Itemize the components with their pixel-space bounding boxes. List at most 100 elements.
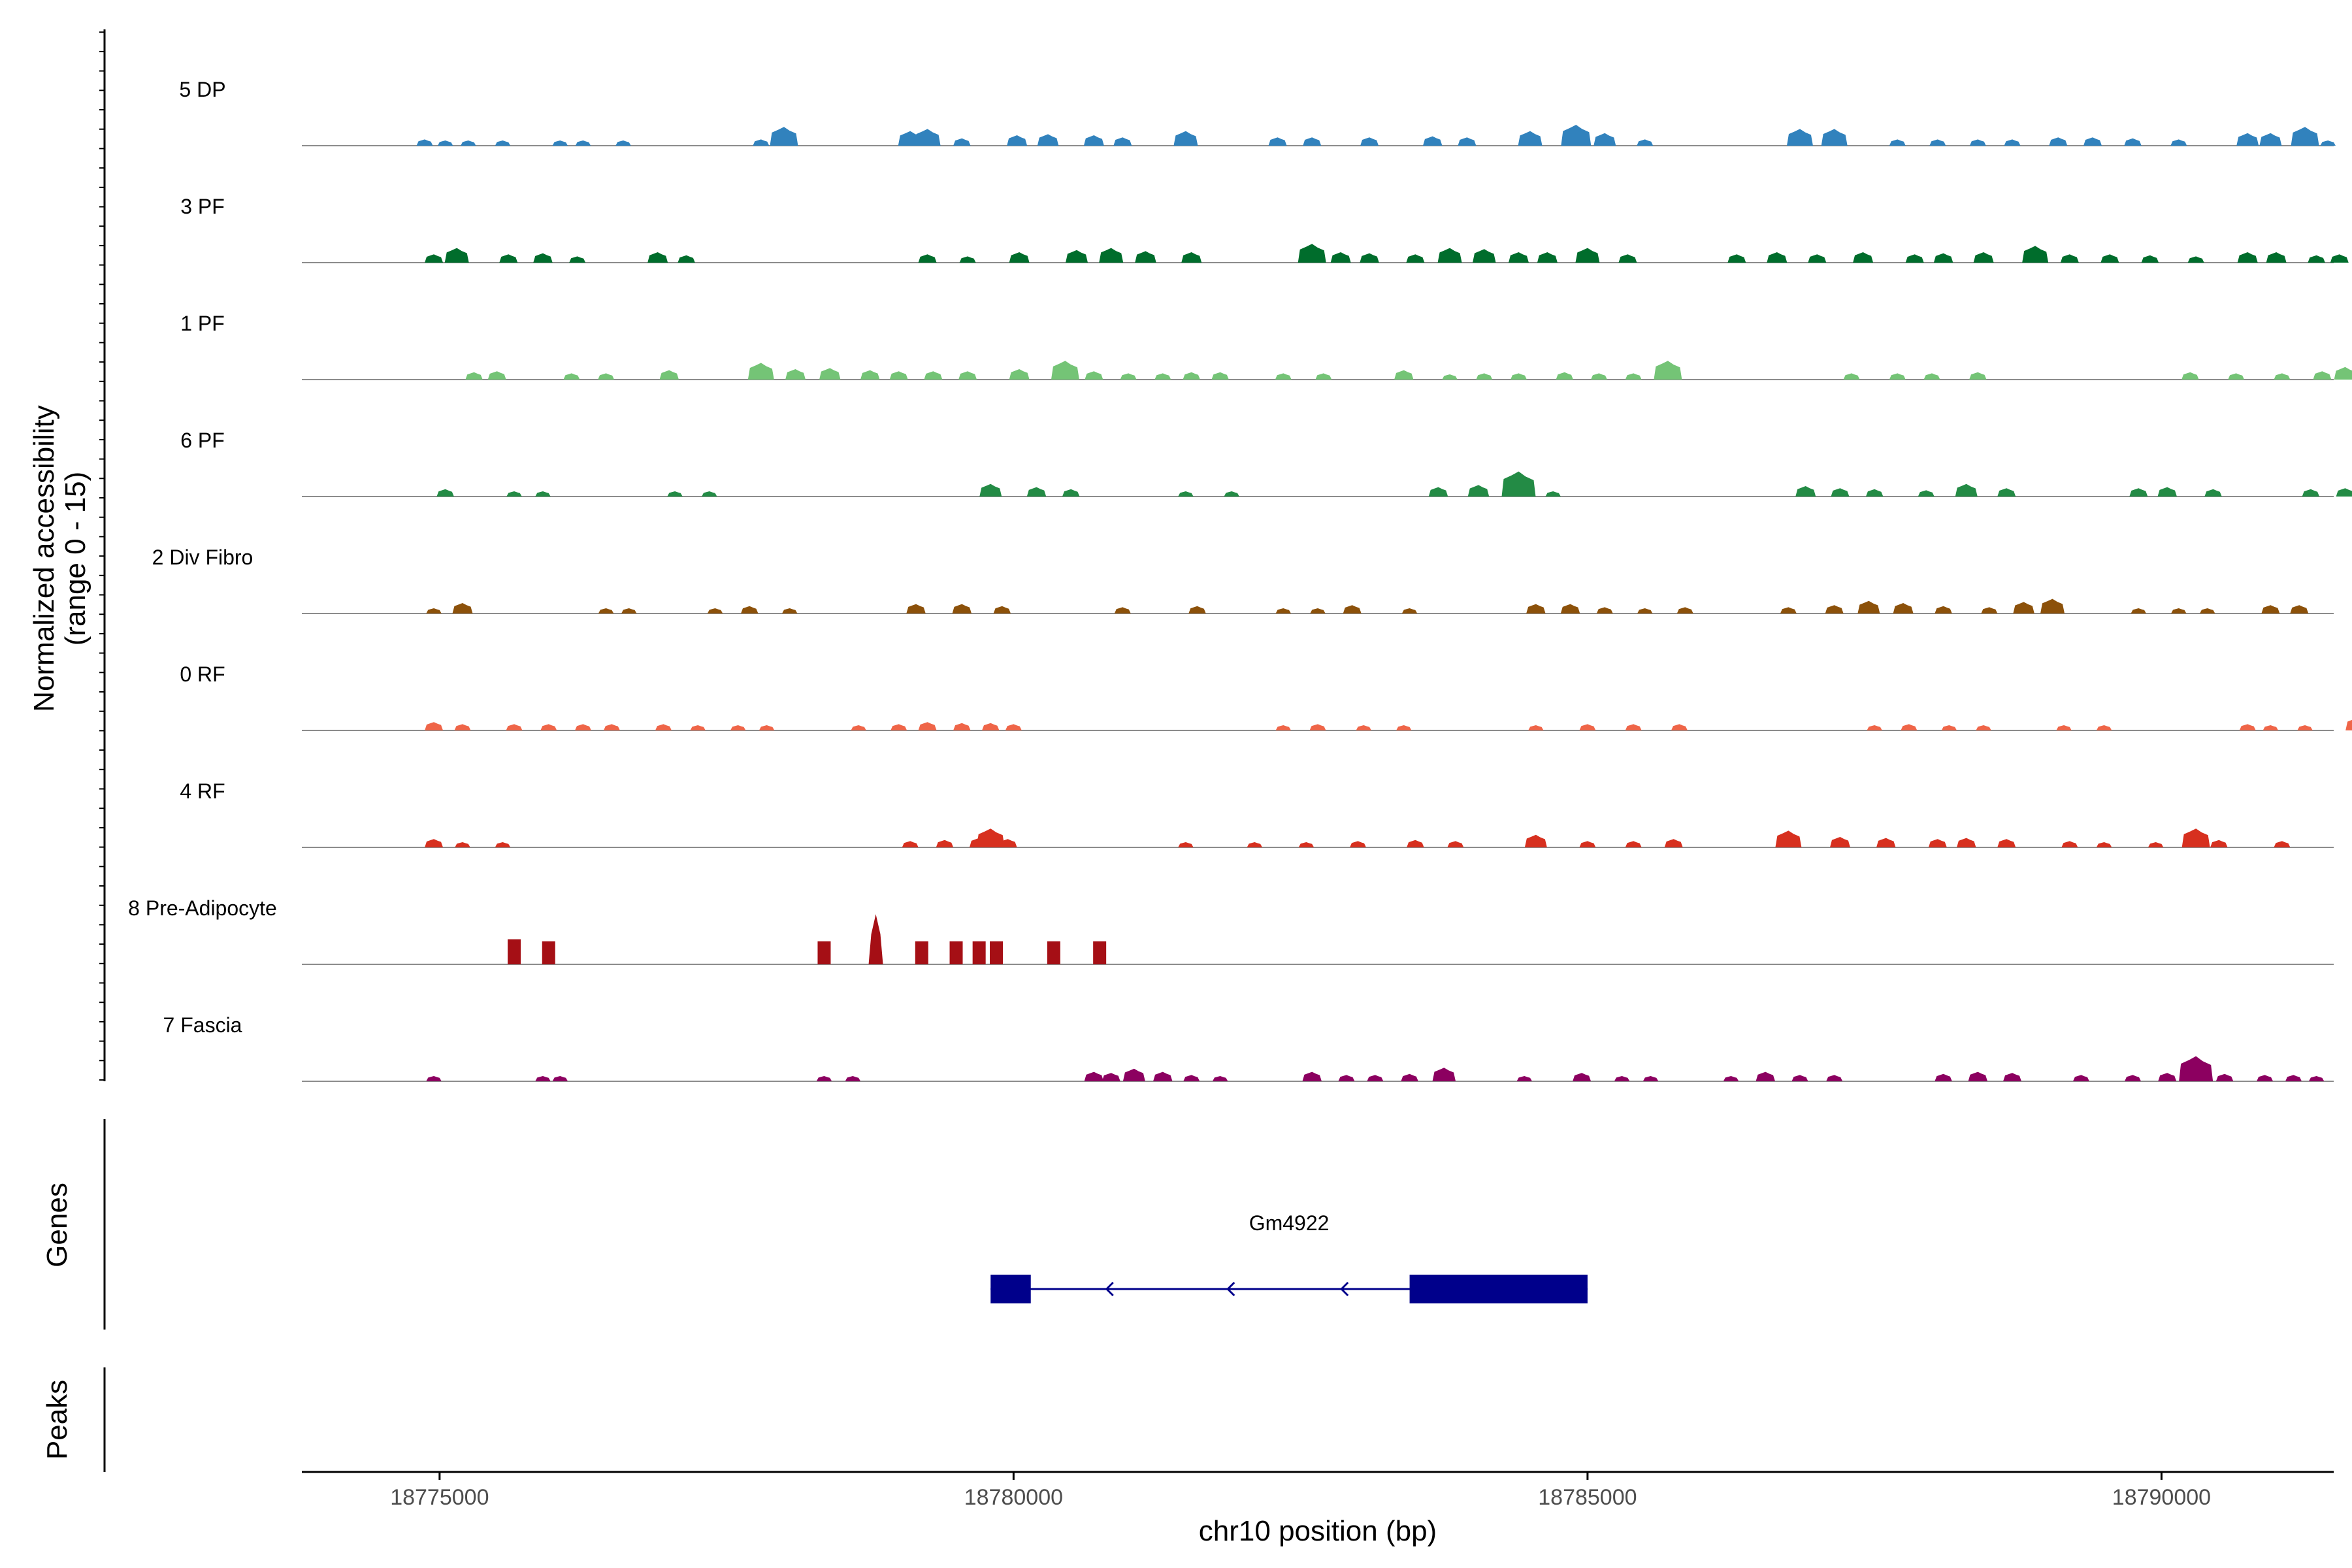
accessibility-peak <box>1831 488 1850 497</box>
accessibility-peak <box>1338 1075 1355 1081</box>
accessibility-peak <box>1275 373 1292 380</box>
accessibility-peak <box>659 370 679 380</box>
accessibility-peak <box>615 140 631 146</box>
accessibility-peak <box>816 1076 832 1081</box>
accessibility-peak <box>1780 607 1797 613</box>
accessibility-peak <box>1356 725 1372 730</box>
accessibility-peak <box>1795 486 1816 497</box>
accessibility-peak <box>990 941 1004 964</box>
accessibility-peak <box>533 253 553 263</box>
accessibility-peak <box>2274 841 2291 847</box>
accessibility-peak <box>1676 607 1693 613</box>
accessibility-peak <box>1268 137 1287 146</box>
track-label: 5 DP <box>179 78 225 101</box>
accessibility-peak <box>2257 1075 2274 1081</box>
accessibility-peak <box>936 840 954 847</box>
accessibility-peak <box>1183 1075 1200 1081</box>
track-0-rf: 0 RF <box>180 662 2352 731</box>
accessibility-peak <box>1756 1071 1776 1081</box>
accessibility-peak <box>1467 485 1490 497</box>
accessibility-peak <box>1275 725 1292 730</box>
accessibility-peak <box>949 941 963 964</box>
accessibility-peak <box>552 140 568 146</box>
accessibility-peak <box>819 368 841 380</box>
accessibility-peak <box>2302 489 2320 497</box>
accessibility-peak <box>540 724 557 730</box>
accessibility-peak <box>2290 605 2309 613</box>
accessibility-peak <box>2148 842 2164 847</box>
accessibility-peak <box>2061 841 2078 847</box>
accessibility-peak <box>1437 248 1462 263</box>
track-3-pf: 3 PF <box>180 195 2349 263</box>
accessibility-peak <box>1330 252 1351 263</box>
accessibility-peak <box>1625 841 1642 847</box>
track-2-div-fibro: 2 Div Fibro <box>152 546 2334 614</box>
accessibility-peak <box>1923 373 1940 380</box>
accessibility-peak <box>1973 252 1994 263</box>
accessibility-peak <box>1367 1075 1384 1081</box>
accessibility-peak <box>1026 487 1047 497</box>
accessibility-peak <box>906 604 926 613</box>
track-label: 1 PF <box>180 312 225 335</box>
accessibility-peak <box>1178 842 1194 847</box>
x-axis-ticks: 18775000 18780000 18785000 18790000 <box>390 1472 2211 1510</box>
accessibility-peak <box>535 1076 551 1081</box>
accessibility-peak <box>452 603 473 613</box>
accessibility-peak <box>1596 607 1613 613</box>
accessibility-peak <box>1579 841 1596 847</box>
accessibility-peak <box>1501 471 1536 497</box>
accessibility-peak <box>1590 373 1607 380</box>
accessibility-peak <box>1560 604 1580 613</box>
accessibility-peak <box>1723 1076 1739 1081</box>
accessibility-peak <box>993 606 1011 613</box>
accessibility-peak <box>508 939 521 964</box>
accessibility-peak <box>499 254 518 263</box>
accessibility-peak <box>1956 838 1976 847</box>
accessibility-peak <box>981 723 1000 730</box>
track-4-rf: 4 RF <box>180 779 2334 848</box>
x-tick-label: 18790000 <box>2112 1485 2211 1510</box>
accessibility-peak <box>1929 139 1946 146</box>
accessibility-peak <box>1941 725 1957 730</box>
accessibility-peak <box>889 371 908 380</box>
gene-exon <box>1409 1275 1588 1303</box>
accessibility-peak <box>416 139 433 146</box>
y-axis-title: Normalized accessibility <box>28 405 60 711</box>
accessibility-peak <box>1154 373 1171 380</box>
accessibility-peak <box>2004 139 2021 146</box>
accessibility-peak <box>2141 255 2159 263</box>
accessibility-peak <box>1808 254 1827 263</box>
track-label: 2 Div Fibro <box>152 546 253 569</box>
accessibility-peak <box>998 839 1017 847</box>
accessibility-peak <box>959 256 976 263</box>
accessibility-peak <box>437 140 453 146</box>
accessibility-peak <box>2022 246 2049 263</box>
accessibility-peak <box>1508 252 1529 263</box>
accessibility-peak <box>1083 135 1104 146</box>
accessibility-peak <box>1113 137 1132 146</box>
accessibility-peak <box>495 842 511 847</box>
accessibility-peak <box>1315 373 1332 380</box>
accessibility-peak <box>2285 1075 2302 1081</box>
accessibility-peak <box>1955 483 1978 497</box>
accessibility-peak <box>1664 839 1683 847</box>
accessibility-peak <box>2013 602 2034 613</box>
accessibility-peak <box>1310 608 1326 613</box>
accessibility-peak <box>782 608 798 613</box>
accessibility-peak <box>2336 488 2352 497</box>
accessibility-peak <box>953 723 971 730</box>
accessibility-peak <box>1224 491 1239 497</box>
accessibility-peak <box>1976 725 1991 730</box>
accessibility-peak <box>1905 254 1924 263</box>
accessibility-peak <box>1009 369 1030 380</box>
accessibility-peak <box>1573 1073 1592 1081</box>
accessibility-peak <box>2040 598 2065 613</box>
accessibility-peak <box>1968 1071 1988 1081</box>
accessibility-peak <box>455 842 470 847</box>
accessibility-peak <box>1114 607 1131 613</box>
track-1-pf: 1 PF <box>180 312 2352 380</box>
accessibility-peak <box>2204 489 2222 497</box>
accessibility-peak <box>1826 1075 1843 1081</box>
accessibility-peak <box>1084 1071 1104 1081</box>
accessibility-peak <box>770 127 798 146</box>
